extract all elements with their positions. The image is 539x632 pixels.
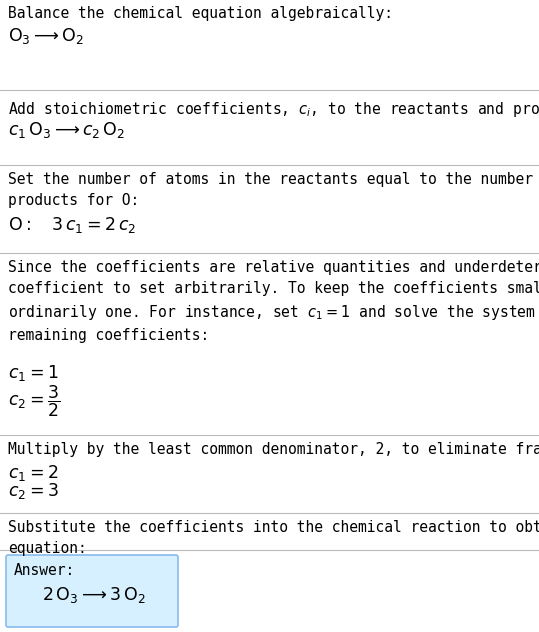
Text: Answer:: Answer: xyxy=(14,563,75,578)
Text: $c_1 = 2$: $c_1 = 2$ xyxy=(8,463,58,483)
Text: Substitute the coefficients into the chemical reaction to obtain the balanced
eq: Substitute the coefficients into the che… xyxy=(8,520,539,556)
Text: $c_1\,\mathrm{O_3} \longrightarrow c_2\,\mathrm{O_2}$: $c_1\,\mathrm{O_3} \longrightarrow c_2\,… xyxy=(8,120,126,140)
Text: $c_2 = \dfrac{3}{2}$: $c_2 = \dfrac{3}{2}$ xyxy=(8,384,60,420)
FancyBboxPatch shape xyxy=(6,555,178,627)
Text: $c_1 = 1$: $c_1 = 1$ xyxy=(8,363,59,383)
Text: Multiply by the least common denominator, 2, to eliminate fractional coefficient: Multiply by the least common denominator… xyxy=(8,442,539,457)
Text: $c_2 = 3$: $c_2 = 3$ xyxy=(8,481,59,501)
Text: Balance the chemical equation algebraically:: Balance the chemical equation algebraica… xyxy=(8,6,393,21)
Text: Add stoichiometric coefficients, $c_i$, to the reactants and products:: Add stoichiometric coefficients, $c_i$, … xyxy=(8,100,539,119)
Text: Set the number of atoms in the reactants equal to the number of atoms in the
pro: Set the number of atoms in the reactants… xyxy=(8,172,539,208)
Text: $2\,\mathrm{O_3} \longrightarrow 3\,\mathrm{O_2}$: $2\,\mathrm{O_3} \longrightarrow 3\,\mat… xyxy=(42,585,146,605)
Text: Since the coefficients are relative quantities and underdetermined, choose a
coe: Since the coefficients are relative quan… xyxy=(8,260,539,343)
Text: $\mathrm{O_3} \longrightarrow \mathrm{O_2}$: $\mathrm{O_3} \longrightarrow \mathrm{O_… xyxy=(8,26,84,46)
Text: $\mathrm{O{:}\ \ \ 3}\,c_1 = 2\,c_2$: $\mathrm{O{:}\ \ \ 3}\,c_1 = 2\,c_2$ xyxy=(8,215,136,235)
